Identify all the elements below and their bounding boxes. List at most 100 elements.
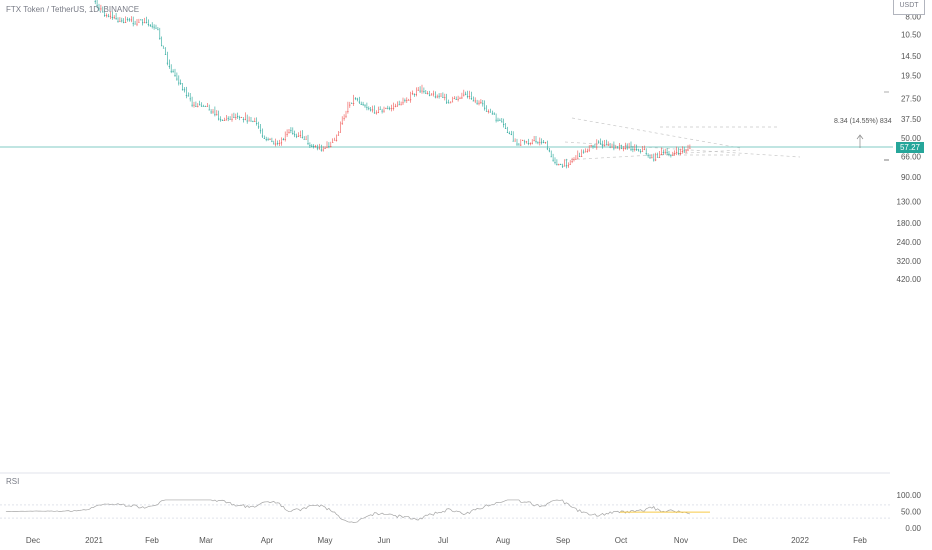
candle-body	[425, 93, 427, 94]
candle-body	[123, 22, 125, 23]
candle-body	[670, 155, 672, 156]
candle-body	[542, 142, 545, 143]
candle-body	[377, 112, 379, 113]
candle-body	[237, 116, 239, 117]
candle-body	[495, 119, 497, 121]
price-tick: 8.00	[905, 13, 921, 22]
candle-body	[605, 144, 607, 146]
candle-body	[172, 71, 174, 72]
candle-body	[679, 153, 682, 154]
candle-body	[622, 148, 625, 150]
time-tick: Feb	[145, 536, 159, 545]
candle-body	[242, 119, 245, 120]
candle-body	[219, 119, 222, 121]
candle-body	[218, 118, 220, 120]
time-axis[interactable]: Dec 2021 Feb Mar Apr May Jun Jul Aug Sep Oct Nov Dec…	[26, 536, 868, 545]
currency-label[interactable]: USDT	[893, 0, 925, 15]
measure-label: 8.34 (14.55%) 834	[834, 118, 892, 125]
candle-body	[313, 146, 315, 147]
candle-body	[465, 93, 467, 95]
candle-body	[227, 118, 229, 120]
candle-body	[656, 157, 659, 158]
candle-body	[630, 148, 632, 150]
candle-body	[415, 94, 417, 95]
candle-body	[104, 15, 106, 16]
candle-body	[278, 143, 281, 144]
candle-body	[250, 120, 252, 122]
time-tick: 2022	[791, 536, 809, 545]
price-tick: 27.50	[901, 94, 922, 103]
candle-body	[368, 108, 370, 110]
candle-body	[341, 122, 343, 124]
chart-legend[interactable]: FTX Token / TetherUS, 1D, BINANCE	[6, 5, 140, 14]
candle-body	[685, 150, 687, 152]
candle-body	[510, 134, 512, 135]
candle-body	[149, 25, 151, 27]
candle-body	[271, 140, 273, 142]
candle-body	[257, 126, 260, 128]
price-tick: 240.00	[897, 238, 922, 247]
trend-line-upper[interactable]	[571, 117, 741, 149]
candle-body	[586, 151, 588, 152]
price-tick: 66.00	[901, 152, 922, 161]
candle-body	[563, 165, 566, 167]
candle-body	[544, 142, 547, 143]
candle-body	[406, 100, 408, 101]
candle-body	[124, 22, 127, 23]
candle-body	[202, 106, 205, 107]
trend-line-lower[interactable]	[564, 149, 741, 161]
candle-body	[501, 121, 503, 123]
price-tick: 19.50	[901, 72, 922, 81]
candle-body	[626, 147, 628, 149]
candle-body	[668, 154, 670, 155]
trend-lines[interactable]	[564, 117, 801, 161]
candle-body	[491, 113, 493, 115]
candle-body	[339, 131, 341, 133]
candle-body	[466, 96, 469, 97]
candle-body	[662, 151, 664, 153]
price-tick: 320.00	[897, 257, 922, 266]
candle-body	[290, 130, 292, 131]
candle-body	[592, 145, 594, 147]
candle-body	[349, 104, 351, 106]
candle-body	[269, 139, 271, 141]
candle-body	[210, 111, 212, 113]
candle-body	[672, 155, 674, 156]
candle-body	[193, 104, 195, 106]
candle-body	[121, 20, 123, 22]
candle-body	[611, 146, 613, 148]
candle-body	[485, 111, 488, 112]
candle-body	[577, 158, 579, 159]
candle-body	[333, 139, 336, 141]
candle-body	[286, 134, 288, 135]
candle-body	[451, 101, 454, 103]
price-tick: 130.00	[897, 197, 922, 206]
candle-body	[615, 147, 617, 149]
candle-body	[582, 151, 585, 153]
candle-body	[282, 139, 284, 140]
candle-body	[284, 139, 286, 140]
candle-body	[645, 153, 647, 154]
candle-body	[248, 120, 250, 122]
candle-body	[446, 101, 448, 103]
candle-body	[419, 90, 421, 92]
candle-body	[320, 149, 322, 151]
time-tick: Apr	[261, 536, 274, 545]
candle-body	[468, 96, 471, 97]
candle-body	[117, 21, 119, 22]
candle-body	[561, 165, 564, 167]
candle-body	[140, 19, 142, 21]
rsi-label[interactable]: RSI	[6, 477, 20, 486]
candle-body	[675, 152, 678, 153]
candle-body	[674, 153, 676, 155]
candle-body	[385, 108, 387, 109]
price-axis[interactable]: 420.00 320.00 240.00 180.00 130.00 90.00 66.00…	[897, 0, 922, 284]
candle-body	[185, 95, 188, 96]
candle-body	[347, 111, 349, 112]
candle-body	[305, 139, 307, 140]
measure-tool[interactable]	[856, 91, 889, 161]
time-tick: 2021	[85, 536, 103, 545]
candle-body	[162, 47, 165, 49]
candle-body	[337, 134, 340, 136]
